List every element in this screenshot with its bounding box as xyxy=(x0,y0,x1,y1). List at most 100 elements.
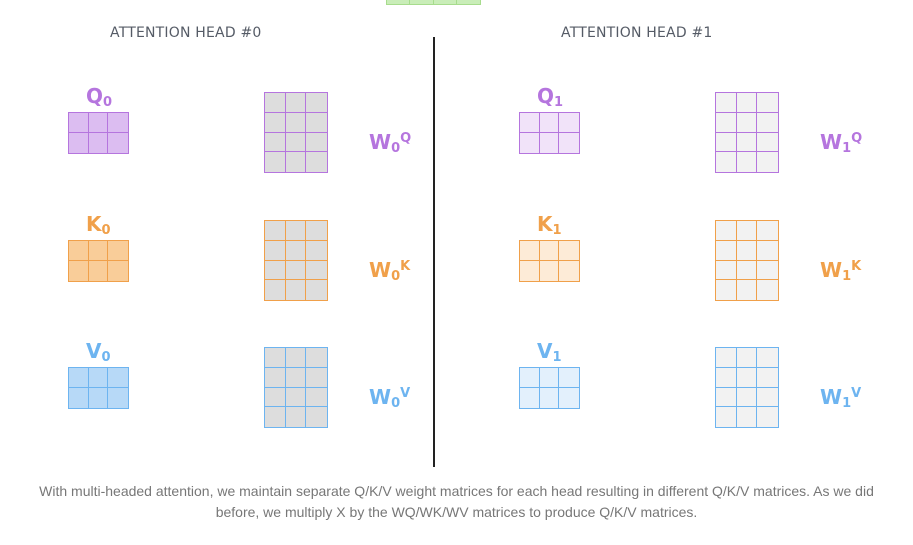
wq1-weight-matrix xyxy=(715,92,779,173)
wk1-label: W1K xyxy=(820,257,861,287)
matrix-cell xyxy=(716,221,737,241)
matrix-cell xyxy=(757,348,778,368)
wv1-weight-matrix xyxy=(715,347,779,428)
matrix-cell xyxy=(757,152,778,172)
matrix-cell xyxy=(716,348,737,368)
matrix-cell xyxy=(265,260,286,281)
matrix-cell xyxy=(306,221,327,241)
matrix-cell xyxy=(520,241,540,261)
matrix-cell xyxy=(265,348,286,368)
matrix-cell xyxy=(736,240,758,261)
matrix-cell xyxy=(737,280,758,300)
matrix-cell xyxy=(757,407,778,427)
matrix-cell xyxy=(265,407,286,427)
matrix-cell xyxy=(265,367,286,388)
matrix-cell xyxy=(757,133,778,153)
v1-label-main: V xyxy=(537,339,553,363)
matrix-cell xyxy=(757,93,778,113)
matrix-cell xyxy=(306,280,327,300)
v0-label: V0 xyxy=(86,341,111,368)
matrix-cell xyxy=(539,113,560,133)
matrix-cell xyxy=(434,0,457,4)
head-0-title: ATTENTION HEAD #0 xyxy=(110,25,262,41)
matrix-cell xyxy=(265,112,286,133)
matrix-cell xyxy=(716,260,737,281)
k0-label-main: K xyxy=(86,212,102,236)
matrix-cell xyxy=(736,132,758,153)
matrix-cell xyxy=(69,113,89,133)
wk0-label-subscript: 0 xyxy=(391,269,401,284)
matrix-cell xyxy=(306,241,327,261)
wv1-label-subscript: 1 xyxy=(842,396,852,411)
matrix-cell xyxy=(410,0,434,4)
k0-label: K0 xyxy=(86,214,111,241)
q0-matrix xyxy=(68,112,129,154)
matrix-cell xyxy=(736,387,758,408)
matrix-cell xyxy=(285,367,307,388)
matrix-cell xyxy=(540,388,560,408)
q1-label: Q1 xyxy=(537,86,563,113)
matrix-cell xyxy=(737,407,758,427)
wq0-label: W0Q xyxy=(369,129,411,159)
matrix-cell xyxy=(286,152,307,172)
q1-matrix xyxy=(519,112,580,154)
matrix-cell xyxy=(285,240,307,261)
wv0-label-subscript: 0 xyxy=(391,396,401,411)
k1-label-subscript: 1 xyxy=(552,223,562,238)
matrix-cell xyxy=(286,407,307,427)
matrix-cell xyxy=(757,241,778,261)
v0-matrix xyxy=(68,367,129,409)
wq1-label-subscript: 1 xyxy=(842,141,852,156)
wv1-label-superscript: V xyxy=(851,386,862,401)
head-1-title: ATTENTION HEAD #1 xyxy=(561,25,713,41)
matrix-cell xyxy=(387,0,411,4)
matrix-cell xyxy=(757,368,778,388)
wv0-label: W0V xyxy=(369,384,410,414)
matrix-cell xyxy=(286,280,307,300)
matrix-cell xyxy=(285,348,307,368)
matrix-cell xyxy=(757,221,778,241)
matrix-cell xyxy=(520,261,540,281)
matrix-cell xyxy=(716,112,737,133)
v0-label-main: V xyxy=(86,339,102,363)
matrix-cell xyxy=(736,367,758,388)
matrix-cell xyxy=(559,388,579,408)
wv0-weight-matrix xyxy=(264,347,328,428)
wq0-label-superscript: Q xyxy=(400,131,412,146)
matrix-cell xyxy=(716,407,737,427)
matrix-cell xyxy=(520,388,540,408)
v0-label-subscript: 0 xyxy=(101,350,111,365)
k1-label-main: K xyxy=(537,212,553,236)
wk1-label-subscript: 1 xyxy=(842,269,852,284)
wk0-label-main: W xyxy=(369,258,392,282)
matrix-cell xyxy=(736,93,758,113)
matrix-cell xyxy=(108,388,128,408)
matrix-cell xyxy=(285,221,307,241)
wk1-weight-matrix xyxy=(715,220,779,301)
head-divider xyxy=(433,37,435,467)
caption-line-1: With multi-headed attention, we maintain… xyxy=(39,483,874,499)
matrix-cell xyxy=(89,388,109,408)
matrix-cell xyxy=(559,133,579,153)
matrix-cell xyxy=(108,241,128,261)
matrix-cell xyxy=(88,113,109,133)
matrix-cell xyxy=(69,261,89,281)
wq1-label-superscript: Q xyxy=(851,131,863,146)
wk0-label-superscript: K xyxy=(400,259,411,274)
matrix-cell xyxy=(265,152,286,172)
k1-matrix xyxy=(519,240,580,282)
matrix-cell xyxy=(736,348,758,368)
matrix-cell xyxy=(559,241,579,261)
matrix-cell xyxy=(265,93,286,113)
caption-line-2: before, we multiply X by the WQ/WK/WV ma… xyxy=(215,504,698,520)
wq0-label-subscript: 0 xyxy=(391,141,401,156)
matrix-cell xyxy=(306,348,327,368)
matrix-cell xyxy=(737,152,758,172)
matrix-cell xyxy=(89,261,109,281)
q0-label: Q0 xyxy=(86,86,112,113)
v1-label: V1 xyxy=(537,341,562,368)
matrix-cell xyxy=(285,93,307,113)
v1-label-subscript: 1 xyxy=(552,350,562,365)
q0-label-main: Q xyxy=(86,84,104,108)
matrix-cell xyxy=(716,152,737,172)
